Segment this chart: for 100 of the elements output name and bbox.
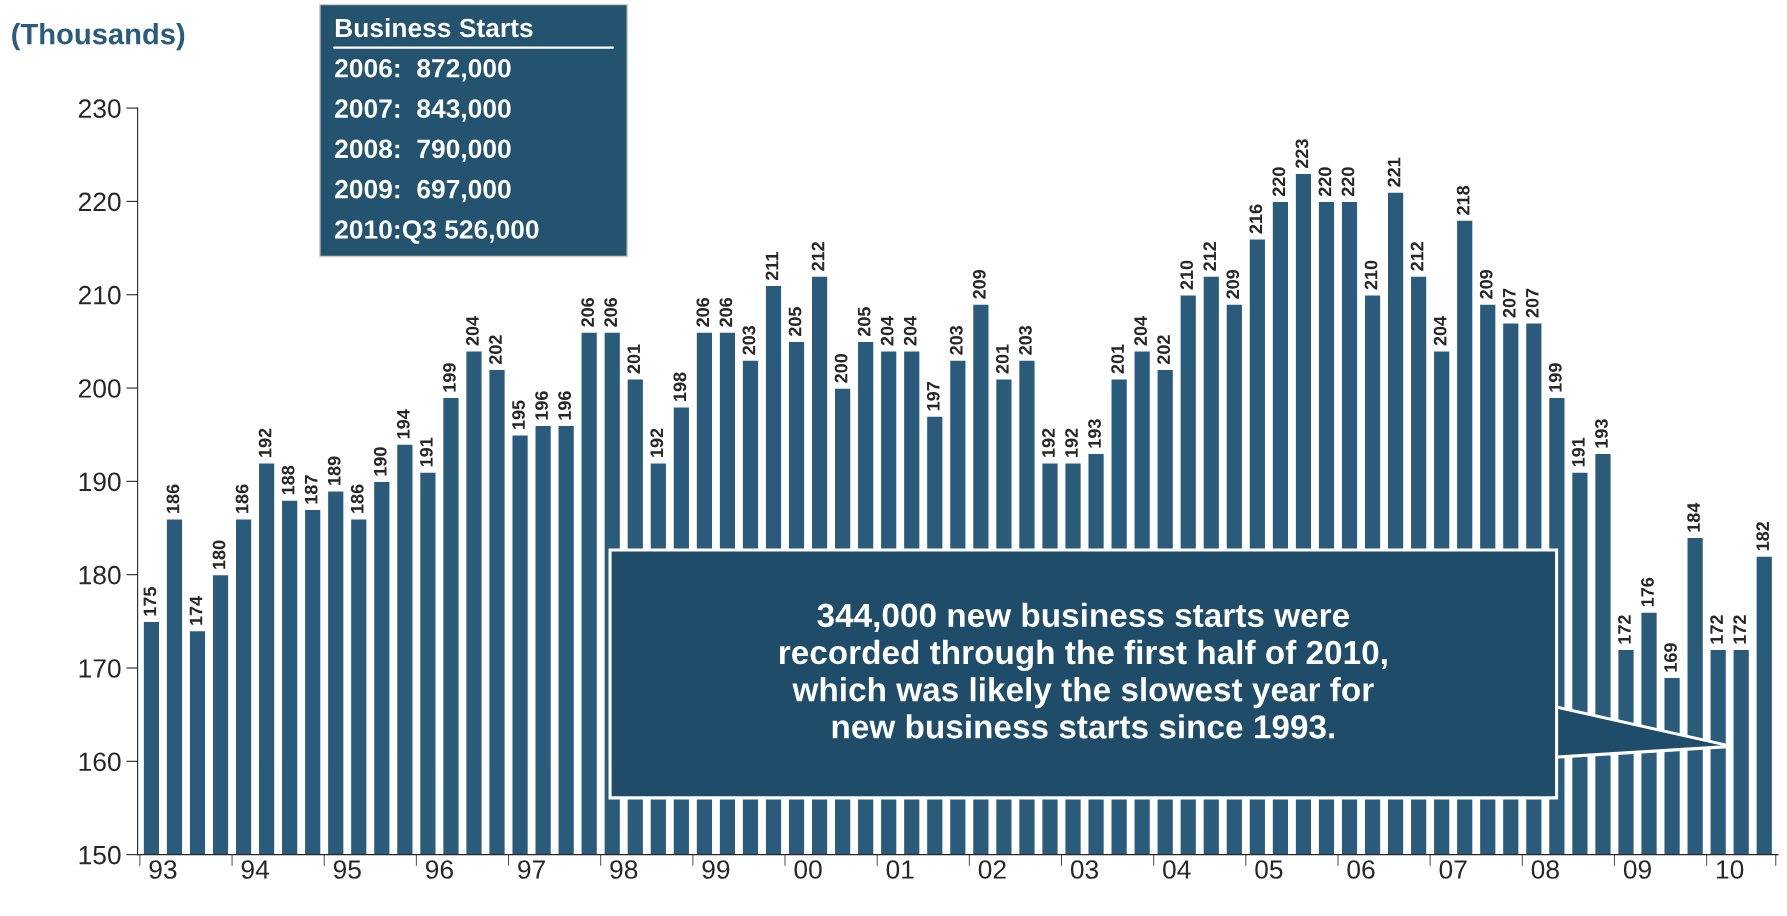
y-tick-label: 170: [79, 659, 121, 678]
data-label: 210: [1364, 260, 1378, 290]
data-label: 207: [1502, 288, 1516, 318]
data-label: 193: [1595, 419, 1608, 448]
x-tick-label: 09: [1623, 860, 1651, 879]
data-label: 202: [1157, 335, 1171, 365]
data-label: 190: [373, 447, 387, 476]
data-label: 209: [1226, 269, 1240, 299]
y-tick-label: 160: [79, 752, 121, 772]
data-label: 191: [419, 437, 433, 467]
data-label: 207: [1525, 288, 1539, 318]
data-label: 205: [788, 307, 802, 337]
data-label: 191: [1571, 437, 1585, 467]
x-tick-label: 02: [978, 860, 1006, 879]
data-label: 172: [1710, 615, 1723, 644]
x-tick-label: 10: [1717, 860, 1744, 879]
x-tick-label: 96: [425, 860, 453, 879]
data-label: 209: [1479, 269, 1493, 299]
x-tick-label: 03: [1070, 860, 1099, 879]
data-label: 204: [1433, 316, 1447, 346]
data-label: 195: [512, 400, 525, 429]
data-label: 203: [949, 325, 963, 355]
annotation: 2008: 790,000: [335, 139, 511, 163]
x-tick-label: 00: [794, 860, 822, 879]
data-label: 182: [1756, 521, 1770, 551]
y-tick-label: 200: [78, 379, 121, 398]
data-label: 220: [1341, 167, 1355, 197]
data-label: 206: [719, 297, 733, 327]
data-label: 203: [742, 325, 756, 355]
data-label: 169: [1664, 643, 1677, 672]
data-label: 192: [1065, 428, 1078, 457]
data-label: 196: [535, 391, 548, 420]
annotation: 2009: 697,000: [335, 179, 511, 203]
x-tick-label: 05: [1255, 860, 1283, 879]
y-axis-title: (Thousands): [12, 23, 185, 51]
data-label: 189: [327, 456, 341, 485]
y-tick-label: 230: [78, 99, 121, 118]
y-tick-label: 220: [78, 192, 121, 212]
data-label: 198: [673, 372, 687, 401]
data-label: 203: [1019, 325, 1032, 355]
data-label: 211: [765, 252, 779, 281]
annotation: 2010:Q3 526,000: [335, 220, 539, 244]
data-label: 175: [143, 587, 157, 616]
data-label: 202: [489, 335, 502, 365]
x-tick-label: 04: [1163, 860, 1191, 879]
x-tick-label: 97: [518, 860, 545, 879]
data-label: 186: [235, 484, 249, 513]
data-label: 172: [1618, 615, 1631, 644]
data-label: 221: [1387, 157, 1401, 187]
data-label: 223: [1295, 139, 1309, 169]
x-tick-label: 95: [333, 860, 361, 879]
x-tick-label: 01: [886, 860, 914, 879]
data-label: 204: [1134, 316, 1147, 346]
x-tick-label: 07: [1439, 860, 1467, 879]
annotation: 344,000 new business starts were recorded through the first half of 2010, which was likely the slowest year for new business starts since 1993.: [779, 602, 1387, 739]
data-label: 206: [696, 297, 710, 327]
data-label: 193: [1088, 419, 1101, 448]
data-label: 199: [1548, 363, 1562, 392]
text: Business Starts: [335, 17, 533, 38]
data-label: 192: [650, 428, 664, 457]
data-label: 174: [189, 595, 203, 625]
data-label: 201: [627, 344, 641, 374]
data-label: 186: [166, 484, 180, 513]
data-label: 180: [212, 540, 226, 569]
data-label: 212: [1410, 241, 1424, 271]
data-label: 176: [1641, 577, 1654, 607]
data-label: 206: [581, 297, 595, 327]
data-label: 206: [604, 297, 618, 327]
data-label: 210: [1180, 260, 1194, 290]
data-label: 199: [443, 363, 456, 392]
data-label: 194: [396, 409, 410, 439]
data-label: 216: [1249, 204, 1263, 234]
y-tick-label: 210: [78, 285, 121, 305]
data-label: 220: [1272, 167, 1286, 197]
data-label: 220: [1318, 167, 1332, 197]
data-label: 201: [995, 344, 1009, 374]
x-tick-label: 93: [149, 860, 177, 879]
x-tick-label: 08: [1531, 860, 1559, 879]
data-label: 186: [350, 484, 364, 513]
data-label: 212: [1203, 241, 1216, 271]
data-label: 184: [1687, 502, 1700, 532]
data-label: 209: [972, 269, 986, 299]
data-label: 187: [304, 475, 318, 504]
data-label: 218: [1456, 185, 1470, 215]
data-label: 201: [1111, 344, 1124, 374]
data-label: 204: [466, 316, 479, 346]
data-label: 188: [281, 465, 295, 495]
data-label: 192: [1042, 428, 1055, 457]
data-label: 204: [903, 316, 917, 346]
data-label: 197: [926, 382, 940, 411]
y-tick-label: 190: [79, 472, 121, 492]
y-tick-label: 150: [79, 845, 121, 865]
data-label: 204: [880, 316, 894, 346]
annotation: 2007: 843,000: [335, 99, 511, 122]
x-tick-label: 99: [702, 860, 730, 879]
x-tick-label: 98: [610, 860, 638, 879]
data-label: 212: [811, 241, 825, 271]
data-label: 200: [834, 353, 848, 383]
y-tick-label: 180: [79, 565, 121, 585]
data-label: 192: [258, 428, 272, 457]
